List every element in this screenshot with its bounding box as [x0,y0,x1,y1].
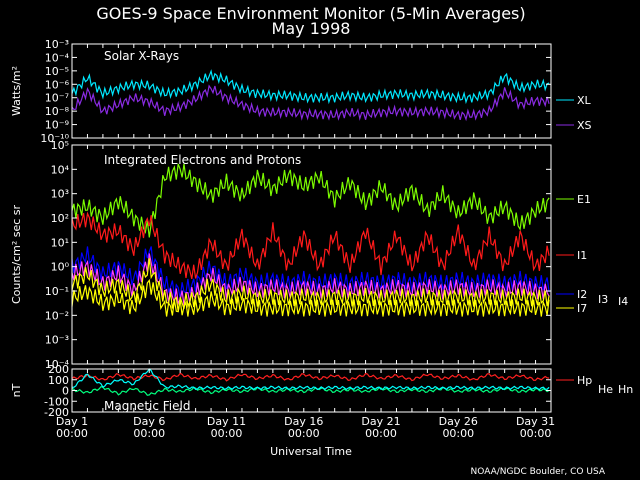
y-tick-label: 0 [62,385,69,398]
x-tick-label: Day 11 [207,415,246,428]
y-tick-label: 100 [48,374,69,387]
series-line-i4 [71,258,550,312]
x-tick-label: Day 6 [133,415,165,428]
chart-subtitle: May 1998 [272,19,351,38]
legend-label-he: He [598,383,613,396]
legend-label-i2: I2 [577,288,587,301]
series-line-hn [71,368,550,391]
panel-frame [71,144,552,365]
y-axis-label: nT [10,383,23,397]
y-tick-label: 10² [51,212,69,225]
x-tick-time: 00:00 [442,427,474,440]
x-tick-label: Day 16 [284,415,323,428]
x-axis-label: Universal Time [270,445,352,458]
y-tick-label: 10⁻⁵ [45,65,69,78]
panel-label: Integrated Electrons and Protons [104,153,301,167]
y-tick-label: 200 [48,363,69,376]
panel-integrated-electrons-and-protons: E1 I1 I2 I3 I4 I7 10⁵ 10⁴ 10³ 10² 10¹ 10⁰ 10⁻¹ 10⁻² 10… [10,139,628,371]
chart-title: GOES-9 Space Environment Monitor (5-Min … [96,4,525,23]
y-tick-label: 10⁻⁹ [45,119,69,132]
series-line-i7 [71,278,550,317]
y-tick-label: -200 [44,406,69,419]
y-tick-label: 10⁻⁸ [45,105,70,118]
y-tick-label: 10⁰ [51,261,70,274]
x-tick-label: Day 21 [361,415,400,428]
legend-label-i4: I4 [618,295,628,308]
y-tick-label: 10⁻⁴ [45,358,70,371]
y-tick-label: 10⁻⁷ [45,92,69,105]
series-line-i2 [71,246,550,299]
y-tick-label: 10⁻² [45,309,69,322]
y-tick-label: 10¹ [51,236,69,249]
legend-label-hp: Hp [577,374,592,387]
y-tick-label: 10⁻⁶ [45,78,70,91]
y-tick-label: 10⁻³ [45,38,69,51]
panel-solar-x-rays: XL XS 10⁻³10⁻⁴10⁻⁵10⁻⁶10⁻⁷10⁻⁸10⁻⁹10⁻¹⁰ Sol… [10,38,592,145]
series-line-i1 [71,211,550,280]
x-tick-time: 00:00 [56,427,88,440]
legend-label-hn: Hn [618,383,633,396]
series-line-e1 [71,163,550,238]
x-tick-time: 00:00 [365,427,397,440]
series-line-i3 [71,253,550,306]
legend-label-xs: XS [577,119,592,132]
series-line-he [71,386,550,396]
y-tick-label: 10⁻³ [45,334,69,347]
series-line-xs [71,84,550,122]
x-tick-time: 00:00 [133,427,165,440]
panel-frame [71,43,552,139]
panel-label: Solar X-Rays [104,49,179,63]
y-tick-label: 10³ [51,188,69,201]
y-axis-label: Counts/cm² sec sr [10,204,23,304]
x-tick-time: 00:00 [211,427,243,440]
legend-label-i3: I3 [598,293,608,306]
x-tick-time: 00:00 [288,427,320,440]
y-tick-label: 10⁻¹⁰ [40,132,69,145]
legend-label-i1: I1 [577,249,587,262]
x-tick-time: 00:00 [520,427,552,440]
panel-label: Magnetic Field [104,399,190,413]
y-tick-label: -100 [44,395,69,408]
credit-text: NOAA/NGDC Boulder, CO USA [471,467,606,477]
series-line-xl [71,69,550,105]
y-tick-label: 10⁴ [51,163,70,176]
y-axis-label: Watts/m² [10,66,23,116]
x-tick-label: Day 26 [439,415,478,428]
x-tick-label: Day 1 [56,415,88,428]
y-tick-label: 10⁻¹ [45,285,69,298]
x-tick-label: Day 31 [516,415,555,428]
legend-label-xl: XL [577,94,592,107]
legend-label-e1: E1 [577,193,591,206]
series-line-hp [71,372,550,382]
y-tick-label: 10⁵ [51,139,69,152]
y-tick-label: 10⁻⁴ [45,51,70,64]
legend-label-i7: I7 [577,302,587,315]
